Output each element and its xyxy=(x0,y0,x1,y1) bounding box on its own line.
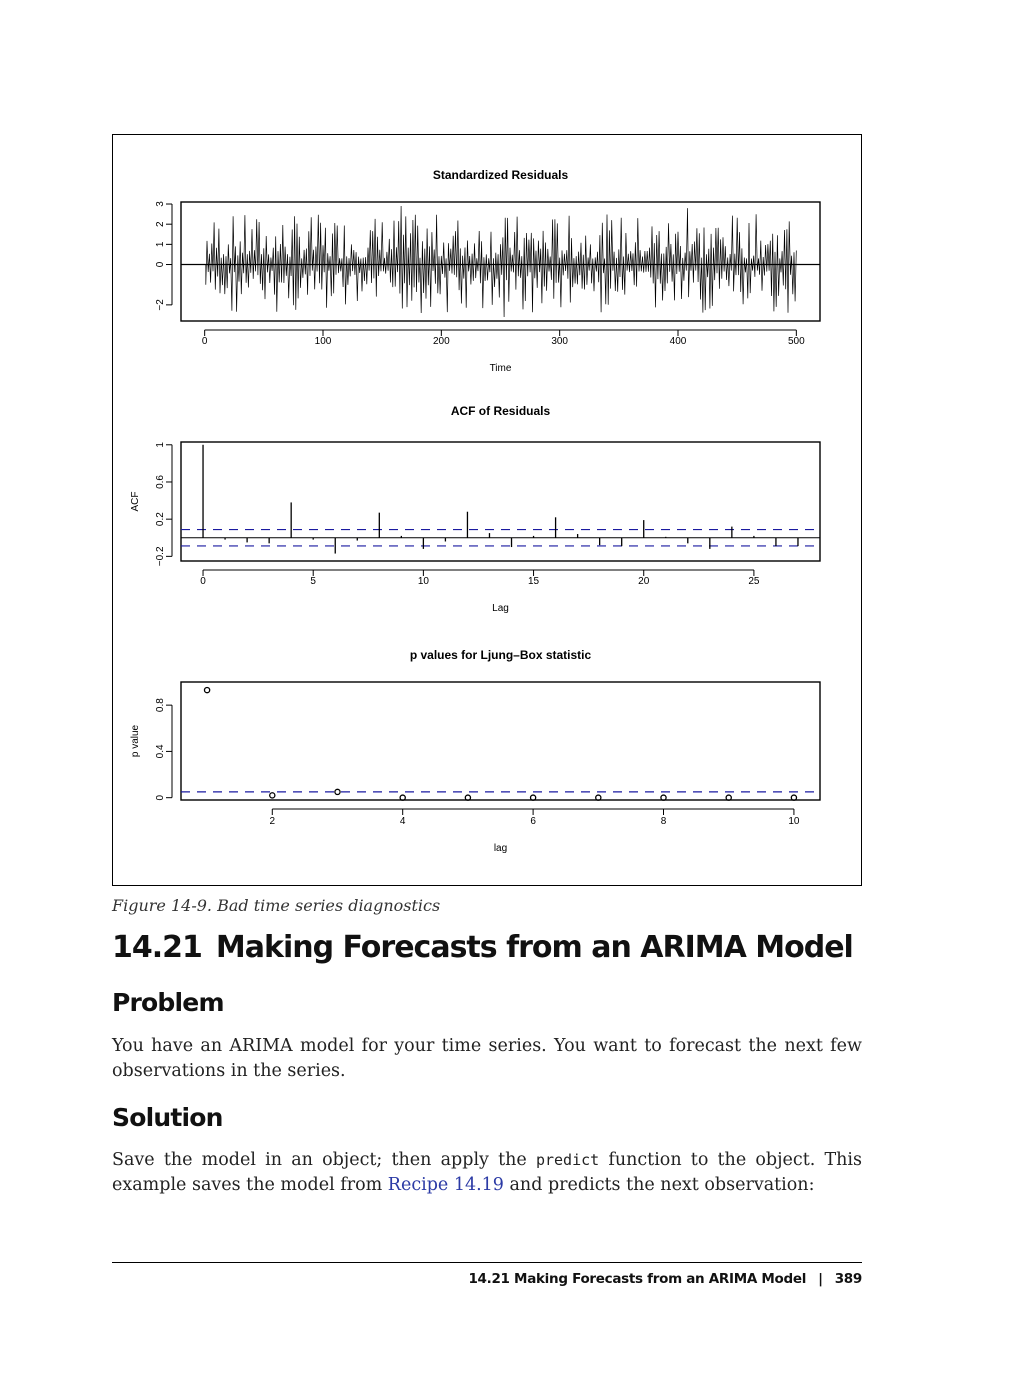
solution-text-middle: function to the object. This example sav… xyxy=(112,1150,862,1195)
chart1-residual-series xyxy=(205,205,797,318)
chart3-x-tick-label: 8 xyxy=(661,816,667,827)
chart2-x-tick-label: 10 xyxy=(418,576,430,587)
chart2-x-axis-label: Lag xyxy=(492,603,509,614)
chart2-plot-frame xyxy=(180,441,821,562)
chart3-p-value-point xyxy=(334,788,341,796)
chart2-y-tick-label: 0.2 xyxy=(155,512,166,526)
chart2-title: ACF of Residuals xyxy=(451,404,551,418)
chart1-y-tick-label: 0 xyxy=(155,261,166,267)
recipe-link[interactable]: Recipe 14.19 xyxy=(387,1175,504,1195)
section-title-text: Making Forecasts from an ARIMA Model xyxy=(215,930,854,965)
chart2-x-tick-label: 25 xyxy=(748,576,760,587)
solution-heading: Solution xyxy=(112,1103,223,1132)
chart3-x-tick-label: 2 xyxy=(270,816,276,827)
chart3-p-value-point xyxy=(660,794,667,801)
chart3-title: p values for Ljung–Box statistic xyxy=(410,648,592,662)
chart2-x-tick-label: 5 xyxy=(310,576,316,587)
chart1-y-tick-label: −2 xyxy=(155,299,166,311)
section-number: 14.21 xyxy=(112,930,203,965)
chart3-y-tick-label: 0.4 xyxy=(155,744,166,758)
footer-rule xyxy=(112,1262,862,1263)
chart2-x-tick-label: 15 xyxy=(528,576,540,587)
chart1-x-tick-label: 200 xyxy=(433,336,450,347)
chart2-x-tick-label: 20 xyxy=(638,576,650,587)
chart3-x-tick-label: 6 xyxy=(530,816,536,827)
chart3-plot-frame xyxy=(180,681,821,801)
problem-heading: Problem xyxy=(112,988,225,1017)
chart3-y-tick-label: 0.8 xyxy=(155,698,166,712)
chart3-y-tick-label: 0 xyxy=(155,794,166,800)
chart3-p-value-point xyxy=(464,794,472,801)
solution-text-after: and predicts the next observation: xyxy=(503,1175,815,1195)
figure-frame: Standardized Residuals 0 100 200 300 400 500 Ti… xyxy=(112,134,862,886)
chart3-x-tick-label: 10 xyxy=(788,816,800,827)
running-title: 14.21 Making Forecasts from an ARIMA Mod… xyxy=(468,1271,807,1287)
chart2-y-tick-label: −0.2 xyxy=(155,546,166,566)
chart3-x-tick-label: 4 xyxy=(400,816,406,827)
chart1-x-tick-label: 0 xyxy=(202,336,208,347)
section-title: 14.21 Making Forecasts from an ARIMA Mode… xyxy=(112,930,854,965)
predict-code: predict xyxy=(535,1151,600,1169)
chart1-x-tick-label: 400 xyxy=(670,336,687,347)
chart1-plot-frame xyxy=(180,201,821,322)
chart2-y-tick-label: 0.6 xyxy=(155,475,166,489)
chart3-p-value-point xyxy=(269,792,276,799)
chart1-title: Standardized Residuals xyxy=(433,168,569,182)
chart3-p-value-point xyxy=(399,794,406,801)
chart2-y-axis-label: ACF xyxy=(130,492,141,512)
chart3-p-value-point xyxy=(529,794,537,801)
chart3-x-axis-label: lag xyxy=(494,843,507,854)
chart1-x-tick-label: 100 xyxy=(315,336,332,347)
chart3-p-value-point xyxy=(595,794,602,801)
chart1-x-tick-label: 300 xyxy=(551,336,568,347)
chart3-p-value-point xyxy=(725,794,732,801)
chart1-y-tick-label: 3 xyxy=(155,201,166,207)
figure-caption: Figure 14-9. Bad time series diagnostics xyxy=(112,896,441,915)
chart1-x-tick-label: 500 xyxy=(788,336,805,347)
page-number: 389 xyxy=(834,1271,863,1287)
chart2-x-tick-label: 0 xyxy=(200,576,206,587)
chart1-y-tick-label: 2 xyxy=(155,221,166,227)
chart3-p-value-point xyxy=(203,686,211,694)
chart2-y-tick-label: 1 xyxy=(155,442,166,448)
page-footer: 14.21 Making Forecasts from an ARIMA Mod… xyxy=(468,1271,862,1287)
footer-separator: | xyxy=(818,1271,823,1287)
chart3-p-value-point xyxy=(790,794,798,801)
chart1-y-tick-label: 1 xyxy=(155,241,166,247)
chart3-y-axis-label: p value xyxy=(130,724,141,757)
solution-text-before: Save the model in an object; then apply … xyxy=(112,1150,536,1170)
chart1-x-axis-label: Time xyxy=(490,363,512,374)
problem-text: You have an ARIMA model for your time se… xyxy=(112,1036,862,1081)
solution-text: Save the model in an object; then apply … xyxy=(112,1148,862,1198)
